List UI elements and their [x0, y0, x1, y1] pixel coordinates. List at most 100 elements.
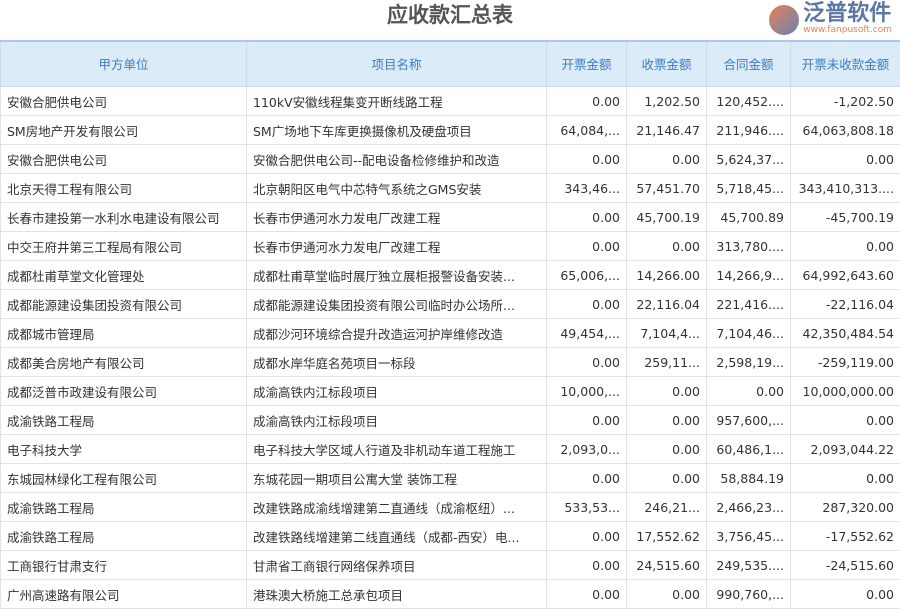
table-cell: 533,53... [547, 493, 627, 522]
table-cell: 成都杜甫草堂临时展厅独立展柜报警设备安装... [247, 261, 547, 290]
table-cell: -22,116.04 [791, 290, 900, 319]
table-cell: 22,116.04 [627, 290, 707, 319]
table-cell: 0.00 [627, 232, 707, 261]
table-cell: 2,093,0... [547, 435, 627, 464]
table-cell: 249,535.... [707, 551, 791, 580]
table-cell: 42,350,484.54 [791, 319, 900, 348]
table-cell: 1,202.50 [627, 87, 707, 116]
table-cell: 东城花园一期项目公寓大堂 装饰工程 [247, 464, 547, 493]
table-cell: 221,416.... [707, 290, 791, 319]
table-cell: 长春市伊通河水力发电厂改建工程 [247, 203, 547, 232]
table-row[interactable]: 成都杜甫草堂文化管理处成都杜甫草堂临时展厅独立展柜报警设备安装...65,006… [1, 261, 900, 290]
table-cell: 0.00 [791, 232, 900, 261]
table-cell: 中交王府井第三工程局有限公司 [1, 232, 247, 261]
table-cell: 0.00 [547, 348, 627, 377]
table-cell: 0.00 [547, 406, 627, 435]
table-cell: 7,104,46... [707, 319, 791, 348]
table-cell: 0.00 [791, 406, 900, 435]
table-cell: 110kV安徽线程集变开断线路工程 [247, 87, 547, 116]
table-cell: 5,718,45... [707, 174, 791, 203]
table-cell: 成渝高铁内江标段项目 [247, 377, 547, 406]
table-cell: 长春市伊通河水力发电厂改建工程 [247, 232, 547, 261]
column-header[interactable]: 项目名称 [247, 41, 547, 87]
table-cell: -17,552.62 [791, 522, 900, 551]
table-cell: 电子科技大学区域人行道及非机动车道工程施工 [247, 435, 547, 464]
table-cell: SM房地产开发有限公司 [1, 116, 247, 145]
table-cell: 北京天得工程有限公司 [1, 174, 247, 203]
table-cell: 改建铁路线增建第二线直通线（成都-西安）电... [247, 522, 547, 551]
table-cell: 49,454,... [547, 319, 627, 348]
column-header[interactable]: 合同金额 [707, 41, 791, 87]
table-cell: 2,466,23... [707, 493, 791, 522]
table-cell: 0.00 [627, 377, 707, 406]
table-cell: 成都美合房地产有限公司 [1, 348, 247, 377]
table-cell: 57,451.70 [627, 174, 707, 203]
column-header[interactable]: 甲方单位 [1, 41, 247, 87]
table-cell: 0.00 [547, 203, 627, 232]
table-cell: 0.00 [547, 290, 627, 319]
table-cell: -24,515.60 [791, 551, 900, 580]
table-cell: 14,266.00 [627, 261, 707, 290]
table-cell: 0.00 [547, 145, 627, 174]
table-cell: 7,104,4... [627, 319, 707, 348]
table-cell: 211,946.... [707, 116, 791, 145]
table-row[interactable]: 成都能源建设集团投资有限公司成都能源建设集团投资有限公司临时办公场所...0.0… [1, 290, 900, 319]
table-cell: 成都能源建设集团投资有限公司临时办公场所... [247, 290, 547, 319]
table-cell: 0.00 [707, 377, 791, 406]
table-cell: 工商银行甘肃支行 [1, 551, 247, 580]
table-cell: 10,000,000.00 [791, 377, 900, 406]
table-cell: 259,11... [627, 348, 707, 377]
table-cell: 成都沙河环境综合提升改造运河护岸维修改造 [247, 319, 547, 348]
table-cell: 成渝铁路工程局 [1, 406, 247, 435]
column-header[interactable]: 收票金额 [627, 41, 707, 87]
table-cell: 安徽合肥供电公司 [1, 145, 247, 174]
table-cell: 246,21... [627, 493, 707, 522]
table-cell: 0.00 [547, 522, 627, 551]
table-row[interactable]: 成渝铁路工程局改建铁路成渝线增建第二直通线（成渝枢纽）...533,53...2… [1, 493, 900, 522]
table-cell: 成渝高铁内江标段项目 [247, 406, 547, 435]
watermark-url: www.fanpusoft.com [803, 25, 892, 36]
table-cell: 3,756,45... [707, 522, 791, 551]
page-title: 应收款汇总表 [0, 0, 900, 40]
table-cell: 45,700.89 [707, 203, 791, 232]
column-header[interactable]: 开票未收款金额 [791, 41, 900, 87]
table-cell: 0.00 [547, 464, 627, 493]
table-cell: 343,410,313.... [791, 174, 900, 203]
table-cell: 14,266,9... [707, 261, 791, 290]
table-cell: 成渝铁路工程局 [1, 493, 247, 522]
table-cell: 广州高速路有限公司 [1, 580, 247, 609]
table-cell: 成都泛普市政建设有限公司 [1, 377, 247, 406]
table-cell: 64,084,... [547, 116, 627, 145]
table-cell: 0.00 [547, 580, 627, 609]
table-cell: 安徽合肥供电公司--配电设备检修维护和改造 [247, 145, 547, 174]
table-cell: 电子科技大学 [1, 435, 247, 464]
table-cell: 120,452.... [707, 87, 791, 116]
table-cell: 0.00 [547, 87, 627, 116]
table-cell: SM广场地下车库更换摄像机及硬盘项目 [247, 116, 547, 145]
table-cell: 58,884.19 [707, 464, 791, 493]
table-header: 甲方单位项目名称开票金额收票金额合同金额开票未收款金额 [1, 41, 900, 87]
column-header[interactable]: 开票金额 [547, 41, 627, 87]
table-cell: 313,780.... [707, 232, 791, 261]
table-cell: 45,700.19 [627, 203, 707, 232]
table-cell: 5,624,37... [707, 145, 791, 174]
table-cell: -259,119.00 [791, 348, 900, 377]
table-cell: 0.00 [627, 406, 707, 435]
table-cell: 990,760,... [707, 580, 791, 609]
